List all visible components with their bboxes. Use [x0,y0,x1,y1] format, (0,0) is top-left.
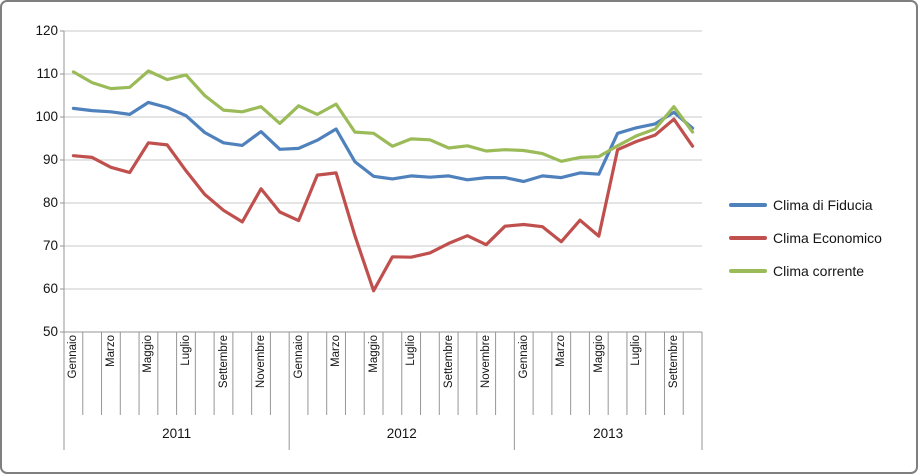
y-axis-tick-label: 100 [35,109,58,124]
year-label: 2013 [593,426,624,441]
month-tick-label: Gennaio [67,335,80,379]
y-axis-tick-label: 50 [42,324,58,339]
month-tick-label: Maggio [592,335,605,373]
y-axis-tick-label: 120 [35,23,58,38]
legend-label: Clima corrente [773,263,865,279]
series-line-clima-corrente [71,69,695,163]
legend-item-clima-corrente: Clima corrente [729,262,914,280]
y-axis-tick-label: 110 [36,66,58,81]
month-tick-label: Luglio [405,335,418,366]
legend-label: Clima Economico [773,230,882,246]
y-axis-tick-label: 60 [42,281,58,296]
month-tick-label: Luglio [630,335,643,366]
legend-line-swatch-red [729,236,767,240]
month-tick-label: Novembre [480,335,493,389]
legend-item-clima-di-fiducia: Clima di Fiducia [729,196,914,214]
month-tick-label: Marzo [330,335,343,367]
month-tick-label: Gennaio [517,335,530,379]
year-label: 2011 [162,426,192,441]
month-tick-label: Maggio [142,335,155,373]
legend: Clima di Fiducia Clima Economico Clima c… [729,196,914,295]
month-tick-label: Settembre [442,335,455,389]
month-tick-label: Novembre [255,335,268,389]
legend-item-clima-economico: Clima Economico [729,229,914,247]
month-tick-label: Settembre [217,335,230,389]
month-tick-label: Marzo [555,335,568,367]
series-line-clima-di-fiducia [71,100,695,184]
series-line-clima-economico [71,117,695,293]
y-axis-tick-label: 70 [42,238,58,253]
y-axis-tick-label: 80 [42,195,58,210]
month-tick-label: Maggio [367,335,380,373]
y-axis-tick-label: 90 [42,152,58,167]
month-tick-label: Luglio [179,335,192,366]
month-tick-label: Gennaio [292,335,305,379]
legend-line-swatch-blue [729,203,767,207]
month-tick-label: Marzo [104,335,117,367]
year-label: 2012 [386,426,417,441]
legend-line-swatch-green [729,269,767,273]
legend-label: Clima di Fiducia [773,197,873,213]
month-tick-label: Settembre [667,335,680,389]
